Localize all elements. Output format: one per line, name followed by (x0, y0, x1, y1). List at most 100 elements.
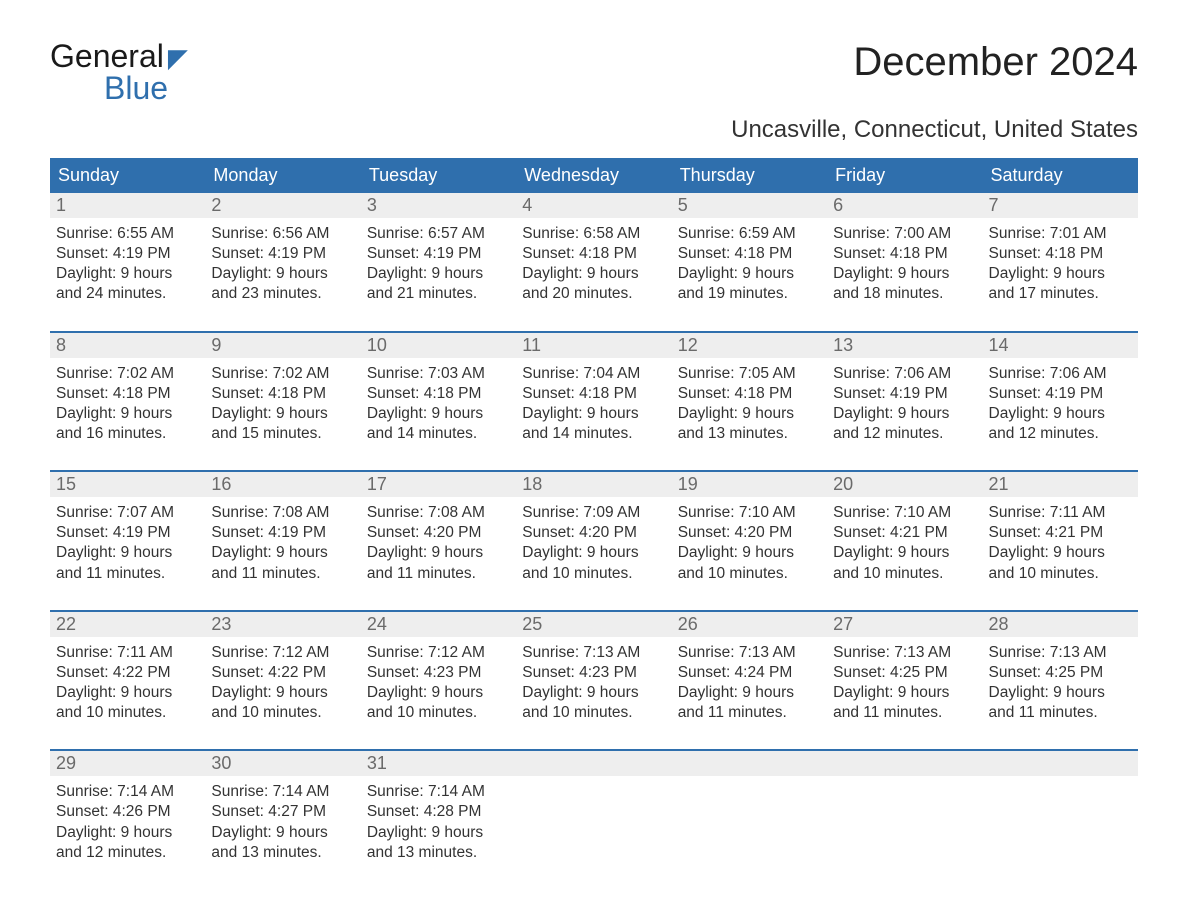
day-dl2: and 17 minutes. (989, 284, 1132, 304)
day-number: 21 (983, 472, 1138, 497)
day-cell: 7Sunrise: 7:01 AMSunset: 4:18 PMDaylight… (983, 193, 1138, 313)
day-body: Sunrise: 6:58 AMSunset: 4:18 PMDaylight:… (516, 218, 671, 313)
day-cell: 1Sunrise: 6:55 AMSunset: 4:19 PMDaylight… (50, 193, 205, 313)
day-number: 29 (50, 751, 205, 776)
day-body: Sunrise: 7:08 AMSunset: 4:19 PMDaylight:… (205, 497, 360, 592)
day-sr: Sunrise: 7:06 AM (833, 364, 976, 384)
day-sr: Sunrise: 7:10 AM (678, 503, 821, 523)
day-cell: 5Sunrise: 6:59 AMSunset: 4:18 PMDaylight… (672, 193, 827, 313)
day-body: Sunrise: 7:09 AMSunset: 4:20 PMDaylight:… (516, 497, 671, 592)
day-dl1: Daylight: 9 hours (833, 264, 976, 284)
day-sr: Sunrise: 7:03 AM (367, 364, 510, 384)
day-dl2: and 11 minutes. (678, 703, 821, 723)
day-sr: Sunrise: 7:02 AM (56, 364, 199, 384)
day-number: 7 (983, 193, 1138, 218)
day-sr: Sunrise: 7:14 AM (367, 782, 510, 802)
day-body: Sunrise: 7:13 AMSunset: 4:25 PMDaylight:… (827, 637, 982, 732)
month-title: December 2024 (853, 40, 1138, 85)
day-cell (983, 751, 1138, 871)
day-sr: Sunrise: 7:11 AM (989, 503, 1132, 523)
day-cell (516, 751, 671, 871)
day-body: Sunrise: 7:03 AMSunset: 4:18 PMDaylight:… (361, 358, 516, 453)
logo-word-1: General (50, 40, 164, 72)
day-number: 3 (361, 193, 516, 218)
day-cell: 18Sunrise: 7:09 AMSunset: 4:20 PMDayligh… (516, 472, 671, 592)
day-number: 27 (827, 612, 982, 637)
day-number: 23 (205, 612, 360, 637)
day-ss: Sunset: 4:18 PM (522, 244, 665, 264)
day-dl1: Daylight: 9 hours (367, 543, 510, 563)
day-dl1: Daylight: 9 hours (989, 264, 1132, 284)
day-number: 1 (50, 193, 205, 218)
day-body: Sunrise: 7:00 AMSunset: 4:18 PMDaylight:… (827, 218, 982, 313)
day-body: Sunrise: 7:08 AMSunset: 4:20 PMDaylight:… (361, 497, 516, 592)
day-sr: Sunrise: 7:01 AM (989, 224, 1132, 244)
day-body: Sunrise: 7:01 AMSunset: 4:18 PMDaylight:… (983, 218, 1138, 313)
day-dl2: and 12 minutes. (56, 843, 199, 863)
day-cell: 24Sunrise: 7:12 AMSunset: 4:23 PMDayligh… (361, 612, 516, 732)
day-ss: Sunset: 4:19 PM (211, 244, 354, 264)
day-body: Sunrise: 7:11 AMSunset: 4:22 PMDaylight:… (50, 637, 205, 732)
day-cell: 22Sunrise: 7:11 AMSunset: 4:22 PMDayligh… (50, 612, 205, 732)
day-dl1: Daylight: 9 hours (367, 683, 510, 703)
day-ss: Sunset: 4:21 PM (833, 523, 976, 543)
day-sr: Sunrise: 7:05 AM (678, 364, 821, 384)
day-dl1: Daylight: 9 hours (56, 404, 199, 424)
day-ss: Sunset: 4:27 PM (211, 802, 354, 822)
day-number (983, 751, 1138, 776)
day-dl2: and 11 minutes. (56, 564, 199, 584)
day-body: Sunrise: 7:13 AMSunset: 4:23 PMDaylight:… (516, 637, 671, 732)
day-number: 10 (361, 333, 516, 358)
day-number (516, 751, 671, 776)
day-number: 2 (205, 193, 360, 218)
day-cell: 17Sunrise: 7:08 AMSunset: 4:20 PMDayligh… (361, 472, 516, 592)
day-sr: Sunrise: 7:04 AM (522, 364, 665, 384)
day-sr: Sunrise: 7:06 AM (989, 364, 1132, 384)
day-number: 8 (50, 333, 205, 358)
day-ss: Sunset: 4:19 PM (56, 523, 199, 543)
header: General ◤ Blue December 2024 (50, 40, 1138, 104)
day-dl1: Daylight: 9 hours (211, 543, 354, 563)
day-cell: 21Sunrise: 7:11 AMSunset: 4:21 PMDayligh… (983, 472, 1138, 592)
day-number: 20 (827, 472, 982, 497)
day-ss: Sunset: 4:18 PM (678, 244, 821, 264)
day-ss: Sunset: 4:18 PM (211, 384, 354, 404)
day-ss: Sunset: 4:23 PM (522, 663, 665, 683)
day-ss: Sunset: 4:19 PM (367, 244, 510, 264)
day-dl2: and 21 minutes. (367, 284, 510, 304)
day-body: Sunrise: 7:10 AMSunset: 4:21 PMDaylight:… (827, 497, 982, 592)
week-row: 22Sunrise: 7:11 AMSunset: 4:22 PMDayligh… (50, 610, 1138, 732)
day-dl2: and 13 minutes. (211, 843, 354, 863)
day-cell: 26Sunrise: 7:13 AMSunset: 4:24 PMDayligh… (672, 612, 827, 732)
day-sr: Sunrise: 6:58 AM (522, 224, 665, 244)
day-ss: Sunset: 4:25 PM (833, 663, 976, 683)
day-cell: 10Sunrise: 7:03 AMSunset: 4:18 PMDayligh… (361, 333, 516, 453)
day-cell: 2Sunrise: 6:56 AMSunset: 4:19 PMDaylight… (205, 193, 360, 313)
location-subtitle: Uncasville, Connecticut, United States (50, 116, 1138, 144)
day-cell: 29Sunrise: 7:14 AMSunset: 4:26 PMDayligh… (50, 751, 205, 871)
day-ss: Sunset: 4:18 PM (367, 384, 510, 404)
day-cell: 4Sunrise: 6:58 AMSunset: 4:18 PMDaylight… (516, 193, 671, 313)
day-dl1: Daylight: 9 hours (211, 404, 354, 424)
day-ss: Sunset: 4:20 PM (678, 523, 821, 543)
dow-wednesday: Wednesday (516, 158, 671, 193)
day-body: Sunrise: 7:11 AMSunset: 4:21 PMDaylight:… (983, 497, 1138, 592)
day-cell: 11Sunrise: 7:04 AMSunset: 4:18 PMDayligh… (516, 333, 671, 453)
day-cell: 23Sunrise: 7:12 AMSunset: 4:22 PMDayligh… (205, 612, 360, 732)
day-body: Sunrise: 6:57 AMSunset: 4:19 PMDaylight:… (361, 218, 516, 313)
day-dl2: and 10 minutes. (678, 564, 821, 584)
day-sr: Sunrise: 7:11 AM (56, 643, 199, 663)
day-body: Sunrise: 7:13 AMSunset: 4:25 PMDaylight:… (983, 637, 1138, 732)
day-number: 11 (516, 333, 671, 358)
day-dl1: Daylight: 9 hours (678, 543, 821, 563)
day-cell: 12Sunrise: 7:05 AMSunset: 4:18 PMDayligh… (672, 333, 827, 453)
day-number: 4 (516, 193, 671, 218)
day-dl1: Daylight: 9 hours (211, 823, 354, 843)
day-cell (827, 751, 982, 871)
day-cell: 31Sunrise: 7:14 AMSunset: 4:28 PMDayligh… (361, 751, 516, 871)
day-sr: Sunrise: 7:14 AM (211, 782, 354, 802)
day-cell: 25Sunrise: 7:13 AMSunset: 4:23 PMDayligh… (516, 612, 671, 732)
day-dl1: Daylight: 9 hours (833, 404, 976, 424)
day-ss: Sunset: 4:21 PM (989, 523, 1132, 543)
day-cell: 14Sunrise: 7:06 AMSunset: 4:19 PMDayligh… (983, 333, 1138, 453)
